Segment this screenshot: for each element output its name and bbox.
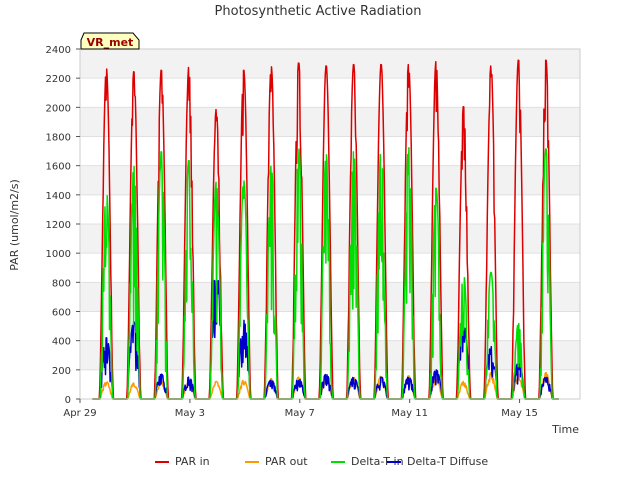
x-tick-label: May 7 bbox=[285, 408, 315, 419]
plot-band bbox=[80, 107, 580, 137]
y-tick-label: 200 bbox=[52, 366, 71, 377]
x-tick-label: May 11 bbox=[391, 408, 428, 419]
legend: PAR in PAR out Delta-T in Delta-T Diffuse bbox=[155, 455, 488, 468]
y-tick-label: 600 bbox=[52, 308, 71, 319]
legend-label-delta-t-in: Delta-T in bbox=[351, 455, 404, 468]
y-tick-label: 1400 bbox=[46, 191, 71, 202]
y-axis-ticks: 0 200 400 600 800 1000 1200 1400 1600 1800 2000 220… bbox=[46, 45, 80, 406]
x-tick-label: May 3 bbox=[175, 408, 205, 419]
x-axis-label: Time bbox=[551, 423, 579, 436]
y-tick-label: 2400 bbox=[46, 45, 71, 56]
y-tick-label: 1800 bbox=[46, 133, 71, 144]
y-tick-label: 0 bbox=[65, 395, 71, 406]
y-axis-label: PAR (umol/m2/s) bbox=[8, 179, 21, 271]
chart-title: Photosynthetic Active Radiation bbox=[215, 4, 422, 19]
legend-label-delta-t-diffuse: Delta-T Diffuse bbox=[407, 455, 488, 468]
site-label-box: VR_met bbox=[80, 32, 140, 50]
plot-band bbox=[80, 49, 580, 79]
y-tick-label: 2000 bbox=[46, 103, 71, 114]
site-label: VR_met bbox=[87, 36, 134, 49]
y-tick-label: 1000 bbox=[46, 249, 71, 260]
y-tick-label: 1200 bbox=[46, 220, 71, 231]
y-tick-label: 800 bbox=[52, 278, 71, 289]
legend-label-par-in: PAR in bbox=[175, 455, 210, 468]
x-tick-label: Apr 29 bbox=[63, 408, 96, 419]
y-tick-label: 2200 bbox=[46, 74, 71, 85]
y-tick-label: 1600 bbox=[46, 162, 71, 173]
y-tick-label: 400 bbox=[52, 337, 71, 348]
x-axis-ticks: Apr 29 May 3 May 7 May 11 May 15 bbox=[63, 399, 538, 419]
legend-label-par-out: PAR out bbox=[265, 455, 308, 468]
x-tick-label: May 15 bbox=[501, 408, 538, 419]
